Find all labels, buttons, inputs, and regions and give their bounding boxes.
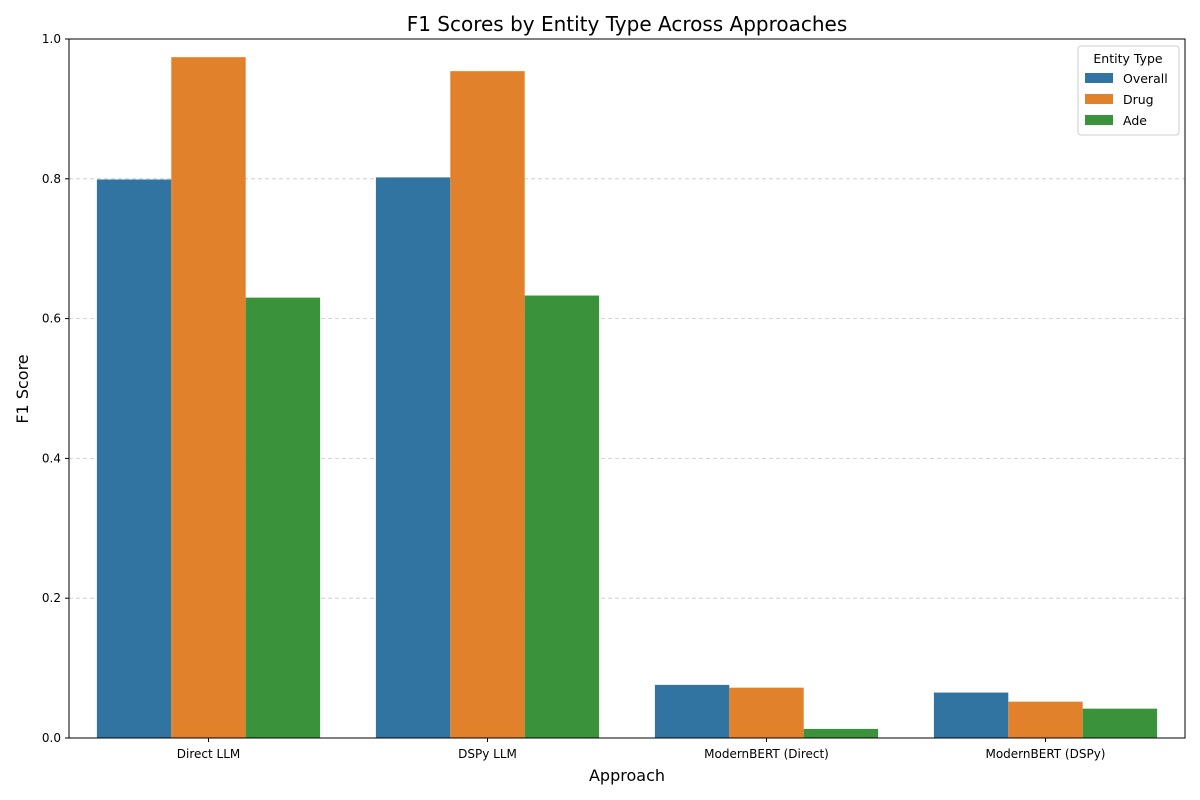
y-tick-label: 0.0	[42, 731, 61, 745]
y-tick-label: 1.0	[42, 32, 61, 46]
legend-label: Ade	[1123, 113, 1147, 128]
bar	[450, 71, 525, 739]
legend-label: Overall	[1123, 71, 1168, 86]
bar	[729, 687, 804, 738]
bar	[654, 684, 730, 738]
legend-swatch	[1085, 94, 1113, 104]
bars	[96, 57, 1158, 739]
x-tick-label: DSPy LLM	[458, 747, 517, 761]
y-axis-ticks: 0.0 0.2 0.4 0.6 0.8 1.0	[42, 32, 69, 745]
legend-label: Drug	[1123, 92, 1154, 107]
y-axis-title: F1 Score	[13, 354, 32, 423]
x-tick-label: Direct LLM	[177, 747, 240, 761]
bar	[1082, 708, 1158, 738]
legend-swatch	[1085, 73, 1113, 83]
legend-items: Overall Drug Ade	[1085, 71, 1168, 128]
legend: Entity Type Overall Drug Ade	[1077, 45, 1180, 136]
y-tick-label: 0.6	[42, 312, 61, 326]
x-tick-label: ModernBERT (DSPy)	[985, 747, 1105, 761]
bar	[375, 177, 451, 739]
bar	[803, 728, 879, 738]
bar	[171, 57, 246, 738]
x-axis-title: Approach	[589, 766, 665, 785]
legend-box	[1077, 45, 1180, 136]
x-axis-ticks: Direct LLM DSPy LLM ModernBERT (Direct) Mod…	[177, 738, 1106, 761]
x-tick-label: ModernBERT (Direct)	[704, 747, 829, 761]
y-tick-label: 0.8	[42, 172, 61, 186]
bar	[524, 295, 600, 738]
bar	[96, 179, 172, 738]
bar	[933, 692, 1009, 738]
plot-frame	[68, 38, 1186, 739]
y-tick-label: 0.2	[42, 591, 61, 605]
y-tick-label: 0.4	[42, 451, 61, 465]
bar	[245, 297, 321, 738]
chart-title: F1 Scores by Entity Type Across Approach…	[407, 12, 848, 36]
legend-title: Entity Type	[1093, 51, 1162, 66]
legend-swatch	[1085, 115, 1113, 125]
bar	[1008, 701, 1083, 738]
